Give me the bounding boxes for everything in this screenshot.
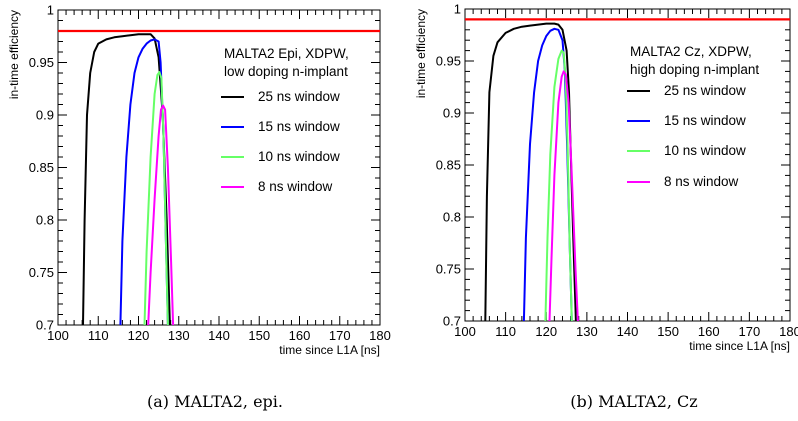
y-tick-label: 0.75 (436, 262, 461, 277)
legend-entry-label: 15 ns window (258, 119, 340, 134)
x-tick-label: 110 (495, 324, 516, 339)
series-line-8-ns-window (548, 70, 579, 321)
series-line-10-ns-window (544, 49, 573, 321)
legend: MALTA2 Cz, XDPW, high doping n-implant 25 … (627, 44, 759, 189)
x-tick-label: 150 (248, 328, 270, 343)
x-tick-label: 110 (88, 328, 109, 343)
x-axis-title: time since L1A [ns] (279, 343, 380, 357)
legend-title-line: MALTA2 Cz, XDPW, (630, 44, 752, 59)
x-tick-label: 130 (168, 328, 190, 343)
y-tick-label: 0.95 (29, 55, 54, 70)
x-tick-label: 140 (208, 328, 230, 343)
figure-caption: (a) MALTA2, epi. (147, 392, 283, 411)
legend-entry-label: 10 ns window (664, 143, 746, 158)
x-tick-label: 140 (617, 324, 639, 339)
y-tick-label: 0.9 (443, 106, 461, 121)
x-tick-label: 120 (535, 324, 557, 339)
y-tick-label: 0.9 (36, 108, 54, 123)
y-tick-label: 0.85 (436, 158, 461, 173)
chart-panel-a: 100 110 120 130 140 150 160 170 180 0.7 0.75 0.8 0.8… (7, 3, 391, 412)
y-tick-label: 0.7 (36, 318, 54, 333)
x-tick-label: 160 (698, 324, 720, 339)
figure-caption: (b) MALTA2, Cz (570, 392, 697, 411)
series-group (82, 33, 175, 325)
y-tick-label: 0.8 (36, 213, 54, 228)
x-axis-title: time since L1A [ns] (689, 339, 790, 353)
legend-title-line: high doping n-implant (630, 62, 759, 77)
series-line-25-ns-window (484, 22, 577, 321)
y-tick-label: 1 (454, 2, 461, 17)
chart-panel-b: 100 110 120 130 140 150 160 170 180 0.7 0.75 0.8 0.8… (414, 2, 798, 412)
legend: MALTA2 Epi, XDPW, low doping n-implant 25 … (221, 46, 349, 194)
x-tick-label: 170 (329, 328, 351, 343)
x-tick-label: 100 (47, 328, 69, 343)
x-tick-label: 130 (576, 324, 598, 339)
x-tick-label: 150 (657, 324, 679, 339)
x-tick-label: 120 (128, 328, 150, 343)
x-tick-label: 100 (454, 324, 476, 339)
legend-entry-label: 15 ns window (664, 113, 746, 128)
x-tick-label: 160 (289, 328, 311, 343)
y-tick-label: 1 (47, 3, 54, 18)
legend-title-line: MALTA2 Epi, XDPW, (224, 46, 349, 61)
y-tick-label: 0.95 (436, 54, 461, 69)
series-line-8-ns-window (147, 104, 175, 325)
series-group (484, 22, 579, 321)
y-tick-label: 0.7 (443, 314, 461, 329)
legend-entry-label: 8 ns window (664, 174, 739, 189)
x-tick-label: 180 (779, 324, 798, 339)
legend-title-line: low doping n-implant (224, 64, 348, 79)
legend-entry-label: 25 ns window (664, 83, 746, 98)
y-tick-label: 0.85 (29, 160, 54, 175)
legend-entry-label: 10 ns window (258, 149, 340, 164)
legend-entry-label: 25 ns window (258, 89, 340, 104)
y-tick-label: 0.8 (443, 210, 461, 225)
series-line-25-ns-window (82, 33, 171, 325)
y-axis-title: in-time efficiency (414, 9, 428, 98)
x-tick-label: 170 (739, 324, 761, 339)
legend-entry-label: 8 ns window (258, 179, 333, 194)
y-tick-label: 0.75 (29, 265, 54, 280)
x-tick-label: 180 (369, 328, 391, 343)
y-axis-title: in-time efficiency (7, 10, 21, 99)
series-line-10-ns-window (143, 71, 169, 325)
